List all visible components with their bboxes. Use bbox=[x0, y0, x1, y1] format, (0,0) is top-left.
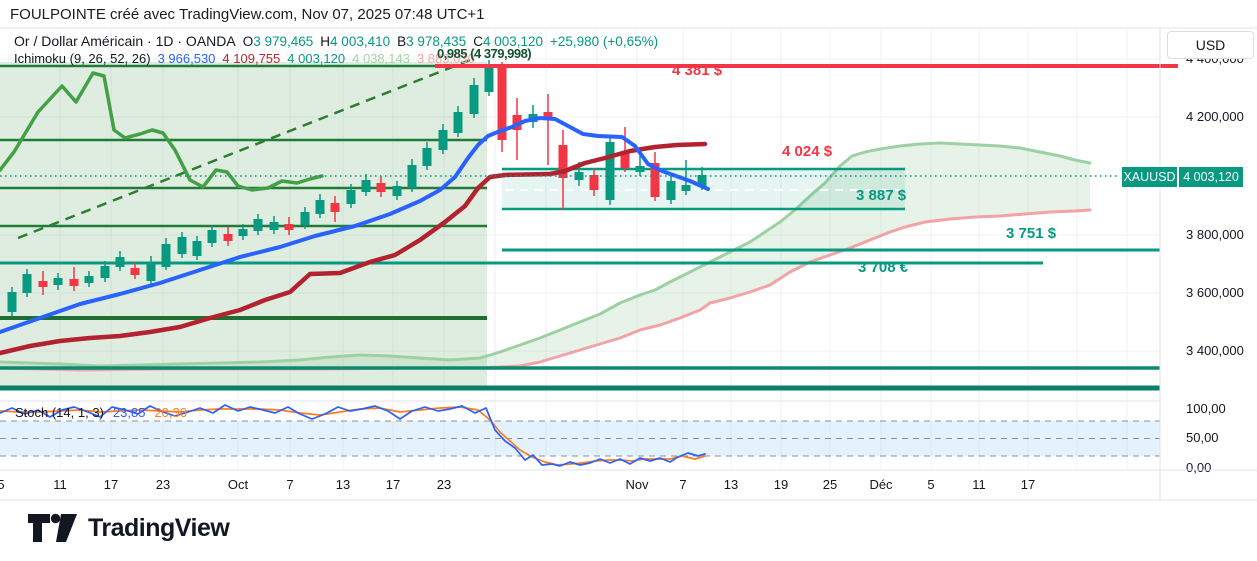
time-axis-label: 25 bbox=[822, 477, 838, 492]
time-axis-label: 17 bbox=[1020, 477, 1036, 492]
time-axis-label: 23 bbox=[155, 477, 171, 492]
level-label: 4 381 $ bbox=[672, 62, 723, 79]
stoch-title[interactable]: Stoch (14, 1, 3) bbox=[15, 405, 104, 420]
time-axis-label: 11 bbox=[972, 477, 986, 492]
symbol-header[interactable]: Or / Dollar Américain · 1D · OANDA O3 97… bbox=[14, 33, 658, 49]
last-price-symbol-badge: XAUUSD bbox=[1122, 167, 1177, 187]
tradingview-logo[interactable]: TradingView bbox=[28, 513, 230, 543]
ohlc-open: O3 979,465 bbox=[242, 34, 314, 49]
level-label: 3 887 $ bbox=[856, 187, 907, 204]
ichimoku-chikou-value: 4 003,120 bbox=[287, 51, 346, 66]
symbol-title[interactable]: Or / Dollar Américain · 1D · OANDA bbox=[14, 33, 236, 49]
last-price-value-badge: 4 003,120 bbox=[1179, 167, 1243, 187]
level-label: 3 751 $ bbox=[1006, 225, 1057, 242]
time-axis-label: 17 bbox=[385, 477, 401, 492]
level-label: 4 024 $ bbox=[782, 143, 833, 160]
time-axis-label: Nov bbox=[625, 477, 649, 492]
ichimoku-senkou-b-value: 3 883,030 bbox=[416, 51, 475, 66]
time-axis-label: 19 bbox=[773, 477, 789, 492]
time-axis-label: 7 bbox=[286, 477, 294, 492]
price-axis-label: 3 800,000 bbox=[1186, 227, 1244, 242]
price-axis-label: 3 600,000 bbox=[1186, 285, 1244, 300]
tradingview-logo-text: TradingView bbox=[88, 513, 230, 542]
stoch-d-value: 20,36 bbox=[154, 405, 187, 420]
level-label: 3 708 € bbox=[858, 259, 909, 276]
time-axis-label: Oct bbox=[227, 477, 249, 492]
stoch-header[interactable]: Stoch (14, 1, 3) 23,85 20,36 bbox=[15, 405, 187, 420]
stoch-k-value: 23,85 bbox=[112, 405, 146, 420]
ichimoku-tenkan-value: 3 966,530 bbox=[157, 51, 216, 66]
indicator-title[interactable]: Ichimoku (9, 26, 52, 26) bbox=[14, 51, 151, 66]
time-axis-label: Déc bbox=[869, 477, 893, 492]
stoch-axis-label: 0,00 bbox=[1186, 460, 1212, 475]
price-axis-label: 3 400,000 bbox=[1186, 343, 1244, 358]
ohlc-low: B3 978,435 bbox=[397, 34, 467, 49]
indicator-header[interactable]: Ichimoku (9, 26, 52, 26) 3 966,530 4 109… bbox=[14, 51, 475, 66]
fib-level-label: 0,985 (4 379,998) bbox=[437, 46, 532, 61]
price-axis-label: 4 200,000 bbox=[1186, 109, 1244, 124]
time-axis-label: 5 bbox=[927, 477, 935, 492]
ichimoku-kijun-value: 4 109,755 bbox=[222, 51, 281, 66]
time-axis-label: 13 bbox=[723, 477, 739, 492]
currency-unit-button[interactable]: USD bbox=[1167, 31, 1254, 59]
price-change: +25,980 (+0,65%) bbox=[550, 34, 659, 49]
time-axis-label: 23 bbox=[436, 477, 452, 492]
snapshot-watermark: FOULPOINTE créé avec TradingView.com, No… bbox=[10, 6, 485, 23]
ohlc-high: H4 003,410 bbox=[320, 34, 391, 49]
tradingview-logo-icon bbox=[28, 513, 77, 542]
ichimoku-senkou-a-value: 4 038,143 bbox=[352, 51, 410, 66]
time-axis-label: 11 bbox=[53, 477, 67, 492]
time-axis-label: 7 bbox=[679, 477, 687, 492]
time-axis-label: 17 bbox=[103, 477, 119, 492]
time-axis-label: 13 bbox=[335, 477, 351, 492]
time-axis-label: 5 bbox=[0, 477, 5, 492]
stoch-axis-label: 50,00 bbox=[1186, 430, 1219, 445]
stoch-axis-label: 100,00 bbox=[1186, 401, 1226, 416]
ohlc-close: C4 003,120 bbox=[473, 34, 543, 49]
